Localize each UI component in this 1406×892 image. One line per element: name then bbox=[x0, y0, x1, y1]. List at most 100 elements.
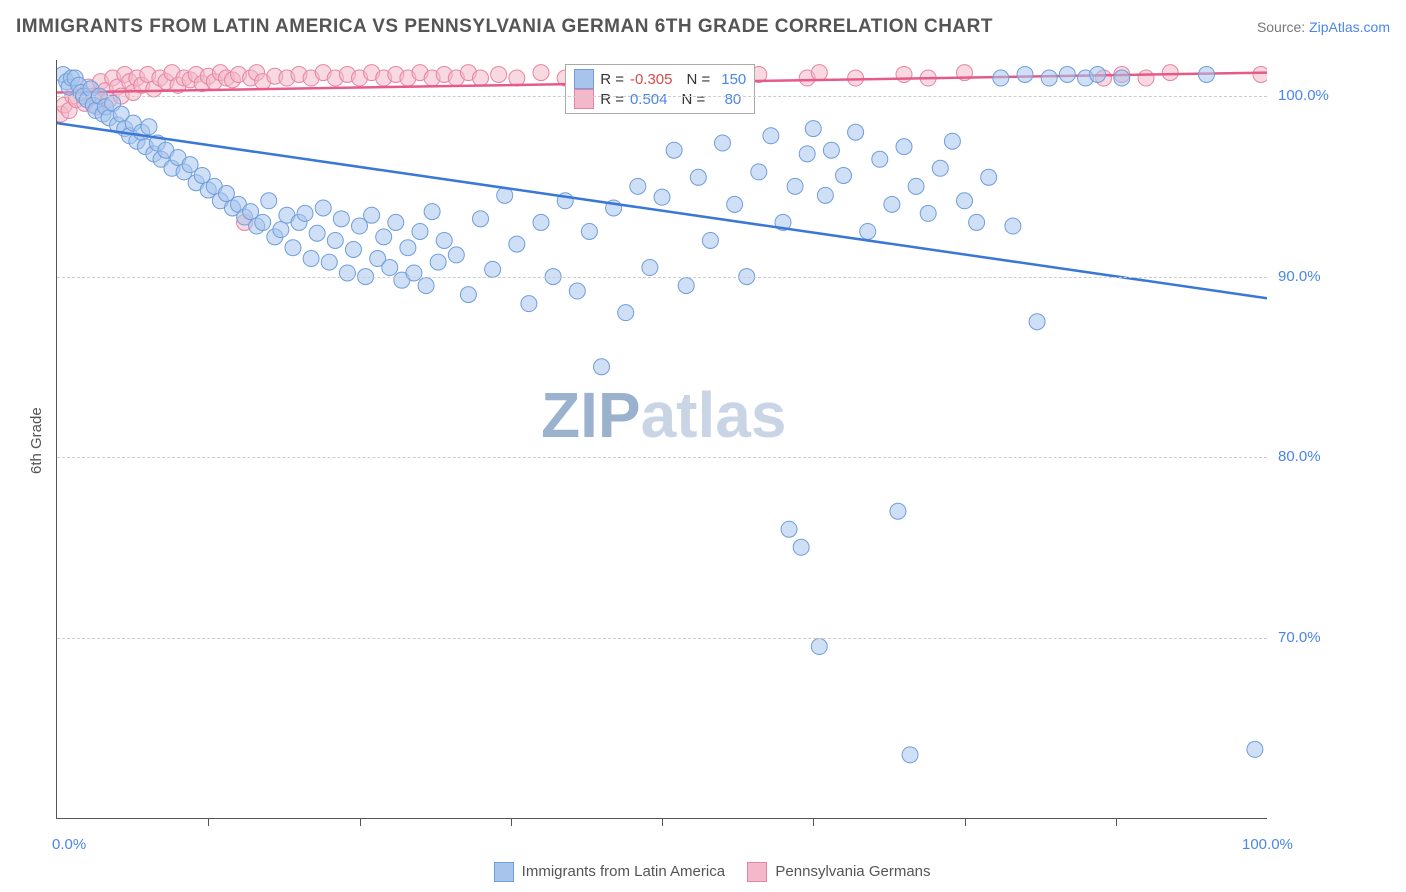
grid-line bbox=[57, 457, 1267, 458]
data-point bbox=[436, 232, 452, 248]
data-point bbox=[473, 211, 489, 227]
legend-series: Immigrants from Latin America Pennsylvan… bbox=[0, 862, 1406, 882]
x-tick-mark bbox=[208, 818, 209, 826]
data-point bbox=[261, 193, 277, 209]
data-point bbox=[309, 225, 325, 241]
data-point bbox=[321, 254, 337, 270]
data-point bbox=[884, 196, 900, 212]
data-point bbox=[509, 236, 525, 252]
data-point bbox=[400, 240, 416, 256]
data-point bbox=[1199, 66, 1215, 82]
data-point bbox=[533, 65, 549, 81]
data-point bbox=[727, 196, 743, 212]
data-point bbox=[303, 251, 319, 267]
data-point bbox=[1059, 66, 1075, 82]
data-point bbox=[811, 639, 827, 655]
data-point bbox=[594, 359, 610, 375]
data-point bbox=[382, 260, 398, 276]
data-point bbox=[715, 135, 731, 151]
source-label: Source: ZipAtlas.com bbox=[1257, 19, 1390, 35]
data-point bbox=[763, 128, 779, 144]
legend-label-pink: Pennsylvania Germans bbox=[775, 863, 930, 880]
data-point bbox=[1029, 314, 1045, 330]
data-point bbox=[430, 254, 446, 270]
data-point bbox=[920, 205, 936, 221]
data-point bbox=[1017, 66, 1033, 82]
data-point bbox=[1162, 65, 1178, 81]
data-point bbox=[848, 124, 864, 140]
grid-line bbox=[57, 277, 1267, 278]
swatch-pink bbox=[747, 862, 767, 882]
y-tick-label: 80.0% bbox=[1278, 448, 1321, 465]
data-point bbox=[823, 142, 839, 158]
data-point bbox=[285, 240, 301, 256]
data-point bbox=[581, 223, 597, 239]
data-point bbox=[273, 222, 289, 238]
data-point bbox=[406, 265, 422, 281]
data-point bbox=[890, 503, 906, 519]
data-point bbox=[569, 283, 585, 299]
x-tick-label: 100.0% bbox=[1242, 836, 1293, 853]
data-point bbox=[666, 142, 682, 158]
n-value: 80 bbox=[711, 91, 741, 108]
data-point bbox=[491, 66, 507, 82]
data-point bbox=[787, 178, 803, 194]
swatch-blue bbox=[494, 862, 514, 882]
data-point bbox=[702, 232, 718, 248]
data-point bbox=[944, 133, 960, 149]
y-tick-label: 100.0% bbox=[1278, 87, 1329, 104]
data-point bbox=[799, 146, 815, 162]
data-point bbox=[805, 121, 821, 137]
data-point bbox=[1090, 66, 1106, 82]
data-point bbox=[908, 178, 924, 194]
chart-title: IMMIGRANTS FROM LATIN AMERICA VS PENNSYL… bbox=[16, 16, 993, 38]
data-point bbox=[460, 287, 476, 303]
data-point bbox=[690, 169, 706, 185]
data-point bbox=[412, 223, 428, 239]
data-point bbox=[618, 305, 634, 321]
grid-line bbox=[57, 96, 1267, 97]
data-point bbox=[630, 178, 646, 194]
grid-line bbox=[57, 638, 1267, 639]
x-tick-label: 0.0% bbox=[52, 836, 86, 853]
data-point bbox=[1041, 70, 1057, 86]
data-point bbox=[339, 265, 355, 281]
x-tick-mark bbox=[511, 818, 512, 826]
y-axis-label: 6th Grade bbox=[28, 407, 45, 474]
legend-label-blue: Immigrants from Latin America bbox=[522, 863, 725, 880]
n-value: 150 bbox=[716, 71, 746, 88]
source-link[interactable]: ZipAtlas.com bbox=[1309, 19, 1390, 35]
scatter-svg bbox=[57, 60, 1267, 818]
data-point bbox=[654, 189, 670, 205]
data-point bbox=[751, 164, 767, 180]
data-point bbox=[297, 205, 313, 221]
plot-area: ZIPatlas R = -0.305 N = 150 R = 0.504 N … bbox=[56, 60, 1267, 819]
data-point bbox=[364, 207, 380, 223]
data-point bbox=[993, 70, 1009, 86]
data-point bbox=[896, 66, 912, 82]
data-point bbox=[793, 539, 809, 555]
data-point bbox=[981, 169, 997, 185]
data-point bbox=[485, 261, 501, 277]
data-point bbox=[315, 200, 331, 216]
data-point bbox=[902, 747, 918, 763]
data-point bbox=[957, 193, 973, 209]
data-point bbox=[424, 204, 440, 220]
data-point bbox=[1114, 70, 1130, 86]
data-point bbox=[141, 119, 157, 135]
y-tick-label: 90.0% bbox=[1278, 268, 1321, 285]
data-point bbox=[860, 223, 876, 239]
r-value: -0.305 bbox=[630, 71, 673, 88]
data-point bbox=[533, 214, 549, 230]
data-point bbox=[327, 232, 343, 248]
data-point bbox=[872, 151, 888, 167]
legend-row: R = 0.504 N = 80 bbox=[574, 89, 746, 109]
data-point bbox=[448, 247, 464, 263]
legend-correlation: R = -0.305 N = 150 R = 0.504 N = 80 bbox=[565, 64, 755, 114]
data-point bbox=[521, 296, 537, 312]
data-point bbox=[969, 214, 985, 230]
data-point bbox=[811, 65, 827, 81]
data-point bbox=[1005, 218, 1021, 234]
data-point bbox=[255, 214, 271, 230]
x-tick-mark bbox=[965, 818, 966, 826]
